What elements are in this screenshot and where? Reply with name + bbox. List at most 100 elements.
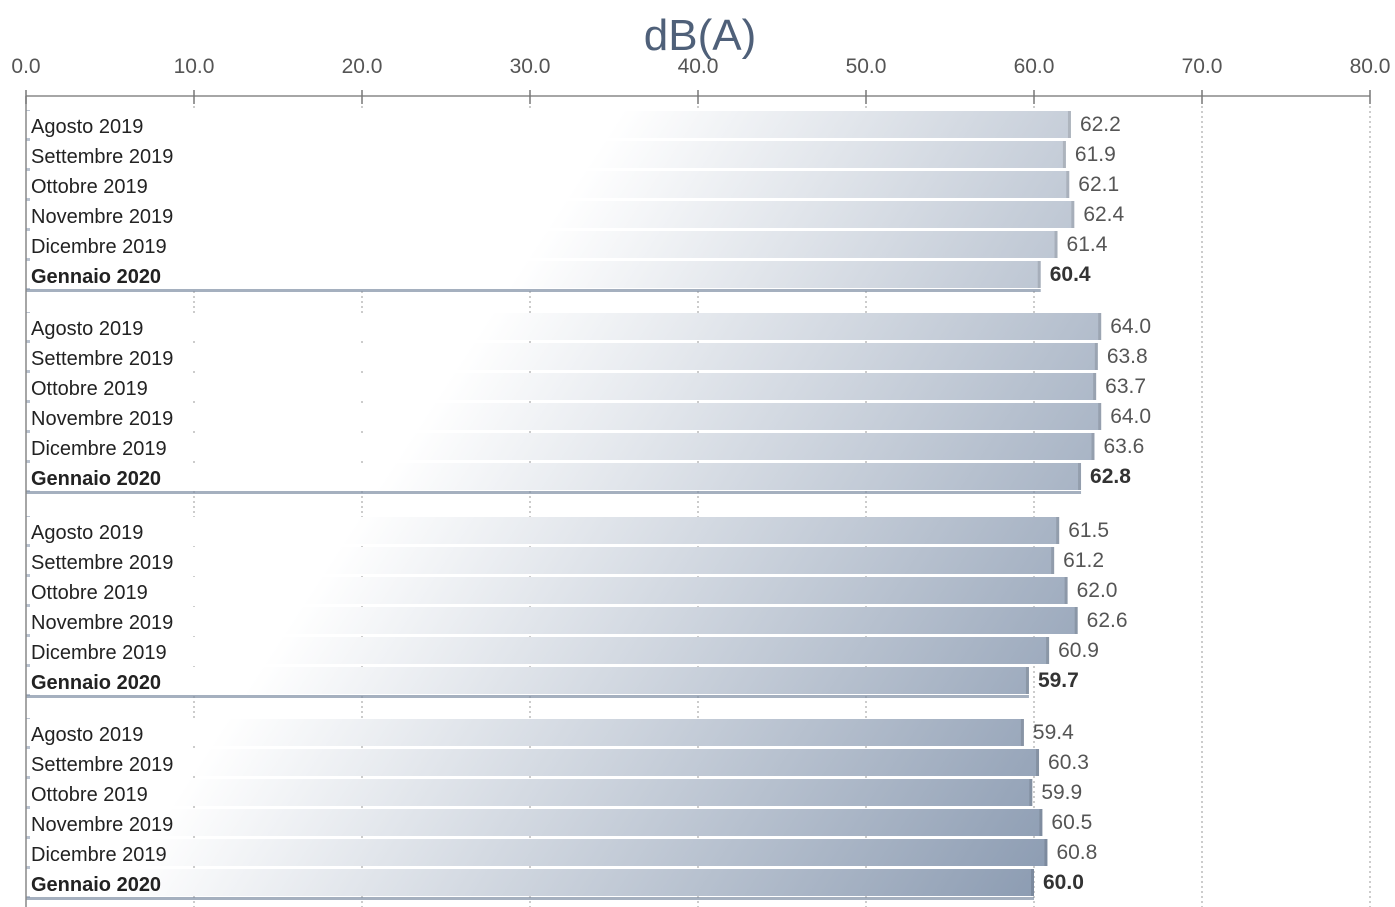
bar <box>26 577 1068 604</box>
category-label: Gennaio 2020 <box>31 266 161 288</box>
group-baseline <box>26 695 1029 698</box>
value-label: 62.1 <box>1078 173 1119 196</box>
x-tick-label: 10.0 <box>174 55 215 78</box>
bar <box>26 547 1055 574</box>
value-label: 62.4 <box>1083 203 1124 226</box>
category-label: Settembre 2019 <box>31 552 173 574</box>
category-label: Dicembre 2019 <box>31 844 167 866</box>
value-label: 59.4 <box>1033 721 1074 744</box>
bar <box>26 517 1060 544</box>
category-label: Gennaio 2020 <box>31 874 161 896</box>
bar-edge <box>1062 141 1066 168</box>
bar-edge <box>1098 403 1102 430</box>
bar-edge <box>1039 809 1043 836</box>
x-tick-label: 40.0 <box>678 55 719 78</box>
bar-edge <box>1074 607 1078 634</box>
x-tick-label: 60.0 <box>1014 55 1055 78</box>
x-axis: 0.0 10.0 20.0 30.0 40.0 50.0 60.0 70.0 80.0 <box>11 55 1390 907</box>
bar <box>26 463 1082 490</box>
bar-edge <box>1093 373 1097 400</box>
value-label: 64.0 <box>1110 315 1151 338</box>
value-label: 63.7 <box>1105 375 1146 398</box>
bar-edge <box>1064 577 1068 604</box>
category-label: Settembre 2019 <box>31 348 173 370</box>
bar <box>26 719 1024 746</box>
category-label: Dicembre 2019 <box>31 642 167 664</box>
bar <box>26 869 1034 896</box>
category-label: Ottobre 2019 <box>31 784 148 806</box>
bar <box>26 231 1058 258</box>
value-label: 60.9 <box>1058 639 1099 662</box>
value-label: 62.2 <box>1080 113 1121 136</box>
bar-edge <box>1094 343 1098 370</box>
category-label: Agosto 2019 <box>31 724 143 746</box>
bar <box>26 343 1098 370</box>
value-label: 61.5 <box>1068 519 1109 542</box>
x-tick-label: 70.0 <box>1182 55 1223 78</box>
category-label: Dicembre 2019 <box>31 438 167 460</box>
value-label: 61.2 <box>1063 549 1104 572</box>
bar <box>26 201 1075 228</box>
bar <box>26 667 1029 694</box>
bar <box>26 839 1048 866</box>
category-label: Agosto 2019 <box>31 116 143 138</box>
bar-edge <box>1046 637 1050 664</box>
group-frame <box>26 718 30 898</box>
bar-edge <box>1066 171 1070 198</box>
bar <box>26 403 1102 430</box>
bar-edge <box>1025 667 1029 694</box>
bar <box>26 373 1097 400</box>
value-label: 62.8 <box>1090 465 1131 488</box>
bar-edge <box>1037 261 1041 288</box>
category-label: Gennaio 2020 <box>31 468 161 490</box>
bar <box>26 637 1050 664</box>
category-label: Ottobre 2019 <box>31 378 148 400</box>
bar-edge <box>1020 719 1024 746</box>
bar <box>26 261 1041 288</box>
category-label: Novembre 2019 <box>31 206 173 228</box>
category-label: Dicembre 2019 <box>31 236 167 258</box>
value-label: 62.0 <box>1077 579 1118 602</box>
bar <box>26 607 1078 634</box>
x-tick-label: 0.0 <box>11 55 40 78</box>
bar-edge <box>1029 779 1033 806</box>
x-tick-label: 20.0 <box>342 55 383 78</box>
bar <box>26 809 1043 836</box>
bar-edge <box>1056 517 1060 544</box>
category-label: Agosto 2019 <box>31 318 143 340</box>
category-label: Settembre 2019 <box>31 146 173 168</box>
value-label: 63.6 <box>1103 435 1144 458</box>
bar-edge <box>1071 201 1075 228</box>
bar-edge <box>1091 433 1095 460</box>
group-baseline <box>26 289 1041 292</box>
value-label: 61.4 <box>1067 233 1108 256</box>
category-label: Ottobre 2019 <box>31 176 148 198</box>
group-baseline <box>26 491 1082 494</box>
bar-edge <box>1078 463 1082 490</box>
bar <box>26 111 1071 138</box>
group-frame <box>26 516 30 696</box>
value-label: 60.3 <box>1048 751 1089 774</box>
x-tick-label: 30.0 <box>510 55 551 78</box>
bar <box>26 141 1066 168</box>
bar <box>26 171 1070 198</box>
bar-edge <box>1054 231 1058 258</box>
bar-edge <box>1044 839 1048 866</box>
category-label: Ottobre 2019 <box>31 582 148 604</box>
value-label: 60.0 <box>1043 871 1084 894</box>
category-label: Novembre 2019 <box>31 612 173 634</box>
value-label: 59.7 <box>1038 669 1079 692</box>
category-label: Settembre 2019 <box>31 754 173 776</box>
value-label: 64.0 <box>1110 405 1151 428</box>
bar-edge <box>1098 313 1102 340</box>
bar-edge <box>1031 869 1034 896</box>
bar <box>26 749 1040 776</box>
value-label: 60.4 <box>1050 263 1091 286</box>
category-label: Novembre 2019 <box>31 814 173 836</box>
unit-title: dB(A) <box>644 11 756 60</box>
group-baseline <box>26 897 1034 900</box>
bar <box>26 779 1033 806</box>
value-label: 60.8 <box>1056 841 1097 864</box>
bar-edge <box>1067 111 1071 138</box>
